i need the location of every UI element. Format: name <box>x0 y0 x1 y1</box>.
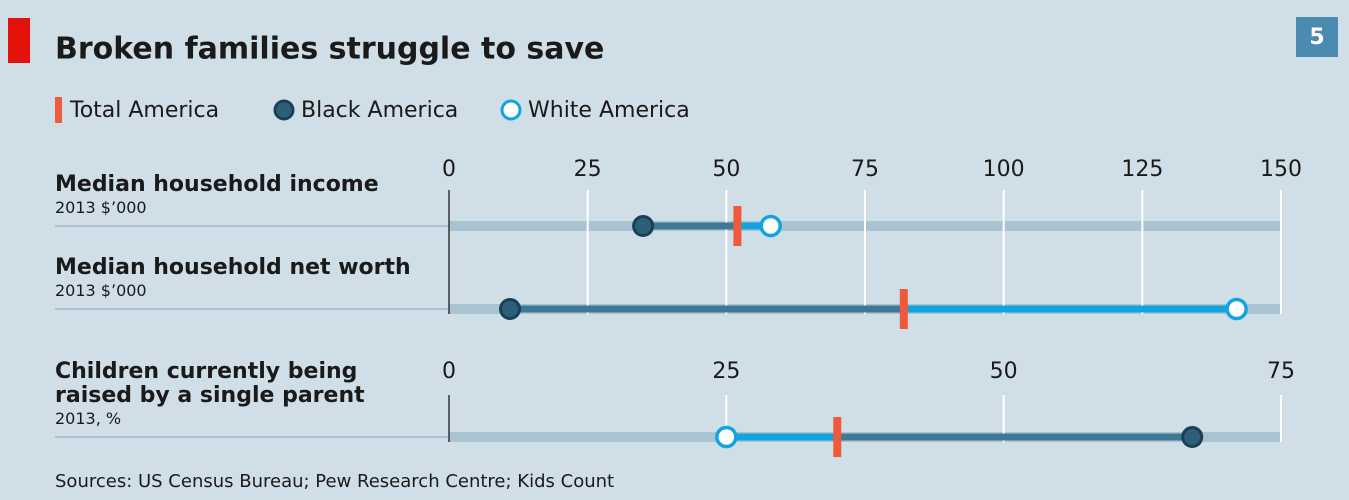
legend-label: Black America <box>301 98 458 123</box>
white-dot <box>1225 297 1248 321</box>
x-tick-label: 25 <box>574 157 602 182</box>
x-tick-label: 75 <box>1267 359 1295 384</box>
black-dot <box>499 298 522 320</box>
legend-label: White America <box>528 98 690 123</box>
category-label-block: Median household net worth 2013 $’000 <box>55 256 425 302</box>
chart-title: Broken families struggle to save <box>55 32 604 67</box>
white-dot <box>715 425 738 449</box>
category-label: Median household income <box>55 172 379 197</box>
category-label-block: Median household income 2013 $’000 <box>55 173 425 219</box>
category-subtitle: 2013 $’000 <box>55 198 147 217</box>
total-marker <box>899 289 908 329</box>
legend-swatch <box>273 99 295 121</box>
category-label-block: Children currently being raised by a sin… <box>55 360 425 430</box>
total-marker <box>733 206 742 246</box>
black-dot <box>1181 426 1204 448</box>
badge: 5 <box>1309 25 1324 50</box>
x-tick-label: 0 <box>442 359 456 384</box>
legend-swatch <box>55 97 62 123</box>
legend-swatch <box>500 99 522 121</box>
x-tick-label: 25 <box>712 359 740 384</box>
x-tick-label: 50 <box>712 157 740 182</box>
x-tick-label: 125 <box>1121 157 1163 182</box>
category-subtitle: 2013, % <box>55 409 122 428</box>
x-tick-label: 0 <box>442 157 456 182</box>
white-dot <box>759 214 782 238</box>
source: Sources: US Census Bureau; Pew Research … <box>55 471 614 492</box>
x-tick-label: 100 <box>983 157 1025 182</box>
x-tick-label: 150 <box>1260 157 1302 182</box>
x-tick-label: 50 <box>990 359 1018 384</box>
black-dot <box>632 215 655 237</box>
accent-bar <box>8 18 30 63</box>
category-subtitle: 2013 $’000 <box>55 281 147 300</box>
badge-box <box>1296 17 1338 57</box>
x-tick-label: 75 <box>851 157 879 182</box>
legend-label: Total America <box>69 98 219 123</box>
total-marker <box>833 417 842 457</box>
category-label: Median household net worth <box>55 255 411 280</box>
category-label: Children currently being raised by a sin… <box>55 359 365 408</box>
